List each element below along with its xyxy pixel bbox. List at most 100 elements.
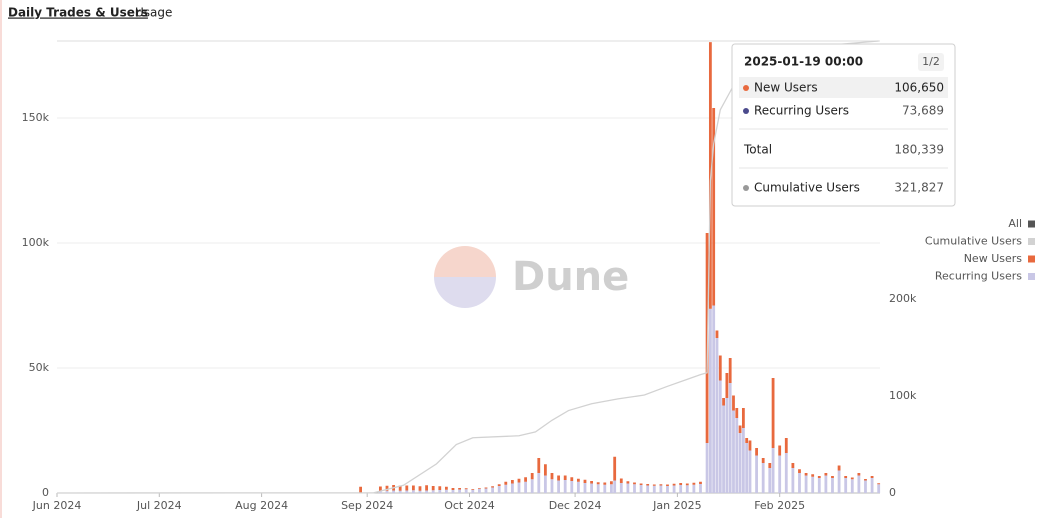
bar — [864, 480, 867, 493]
bar — [735, 418, 739, 493]
bar — [659, 485, 663, 493]
bar — [718, 355, 722, 381]
y2-tick-label: 100k — [889, 389, 917, 402]
tooltip-value: 180,339 — [894, 143, 944, 157]
bar — [438, 490, 442, 493]
bar — [715, 338, 719, 493]
tab[interactable]: Usage — [135, 6, 172, 20]
bar — [685, 485, 689, 493]
bar — [870, 476, 874, 478]
bar — [771, 378, 775, 448]
bar — [679, 485, 683, 493]
y-tick-label: 150k — [22, 111, 50, 124]
tooltip-page[interactable]: 1/2 — [922, 55, 940, 68]
bar — [471, 489, 475, 490]
y2-tick-label: 0 — [889, 486, 896, 499]
bar — [768, 463, 772, 468]
bar — [524, 477, 527, 482]
bar — [745, 438, 749, 443]
bar — [444, 486, 448, 490]
bar — [804, 473, 808, 476]
bar — [619, 478, 623, 483]
x-tick-label: Dec 2024 — [549, 499, 602, 512]
bar — [550, 479, 554, 493]
bar — [804, 475, 808, 493]
bar — [425, 485, 428, 491]
tooltip-value: 321,827 — [894, 181, 944, 195]
bar — [844, 476, 848, 478]
y-tick-label: 100k — [22, 236, 50, 249]
legend-swatch — [1028, 238, 1035, 245]
tooltip-title: 2025-01-19 00:00 — [744, 55, 863, 69]
bar — [722, 405, 725, 493]
bar — [791, 463, 795, 468]
bar — [359, 486, 362, 493]
bar — [484, 487, 488, 489]
x-tick-label: Jan 2025 — [652, 499, 701, 512]
bar — [745, 443, 749, 493]
bar — [491, 487, 494, 493]
legend-label: Cumulative Users — [925, 235, 1022, 248]
bar — [728, 383, 732, 493]
bar — [715, 330, 719, 338]
tab[interactable]: Daily Trades & Users — [8, 6, 148, 20]
bar — [458, 489, 461, 493]
bar — [378, 486, 382, 491]
legend-item[interactable]: Cumulative Users — [925, 235, 1035, 248]
bar — [510, 480, 514, 484]
bar — [626, 483, 630, 493]
legend-label: New Users — [964, 252, 1023, 265]
bar — [491, 486, 494, 488]
tooltip-dot — [743, 185, 749, 191]
bar — [609, 481, 613, 485]
bar — [652, 484, 656, 486]
bar — [517, 478, 521, 483]
legend-item[interactable]: All — [1008, 217, 1035, 230]
bar — [530, 479, 534, 493]
bar — [791, 468, 795, 493]
bar — [798, 473, 801, 493]
x-tick-label: Feb 2025 — [754, 499, 805, 512]
bar — [378, 491, 382, 493]
bar — [464, 489, 468, 493]
x-tick-label: Sep 2024 — [341, 499, 393, 512]
bar — [451, 488, 455, 490]
tooltip-label: Cumulative Users — [754, 181, 860, 195]
legend-label: Recurring Users — [935, 270, 1022, 283]
y-tick-label: 50k — [29, 361, 50, 374]
bar — [633, 482, 636, 485]
bar — [583, 479, 587, 483]
bar — [517, 482, 521, 493]
bar — [398, 490, 402, 493]
bar — [685, 483, 689, 486]
bar — [666, 484, 669, 486]
bar — [392, 490, 395, 493]
bar — [672, 485, 676, 493]
bar — [761, 463, 765, 493]
bar — [761, 458, 765, 463]
bar — [784, 438, 788, 453]
bar — [784, 453, 788, 493]
bar — [570, 477, 574, 481]
tooltip-value: 73,689 — [902, 104, 944, 118]
bar — [633, 484, 636, 493]
legend-item[interactable]: Recurring Users — [935, 270, 1035, 283]
bar — [510, 483, 514, 493]
tooltip-label: New Users — [754, 81, 818, 95]
bar — [708, 308, 712, 493]
bar — [831, 478, 834, 493]
bar — [811, 474, 815, 477]
bar — [735, 408, 739, 418]
bar — [477, 488, 481, 489]
bar — [741, 408, 745, 428]
bar — [699, 481, 702, 484]
bar — [524, 481, 527, 493]
watermark: Dune — [434, 246, 629, 308]
legend-item[interactable]: New Users — [964, 252, 1035, 265]
legend-swatch — [1028, 255, 1035, 263]
bar — [590, 481, 593, 484]
bar — [877, 484, 881, 493]
bar — [543, 464, 547, 476]
bar — [741, 428, 745, 493]
watermark-text: Dune — [512, 254, 629, 300]
